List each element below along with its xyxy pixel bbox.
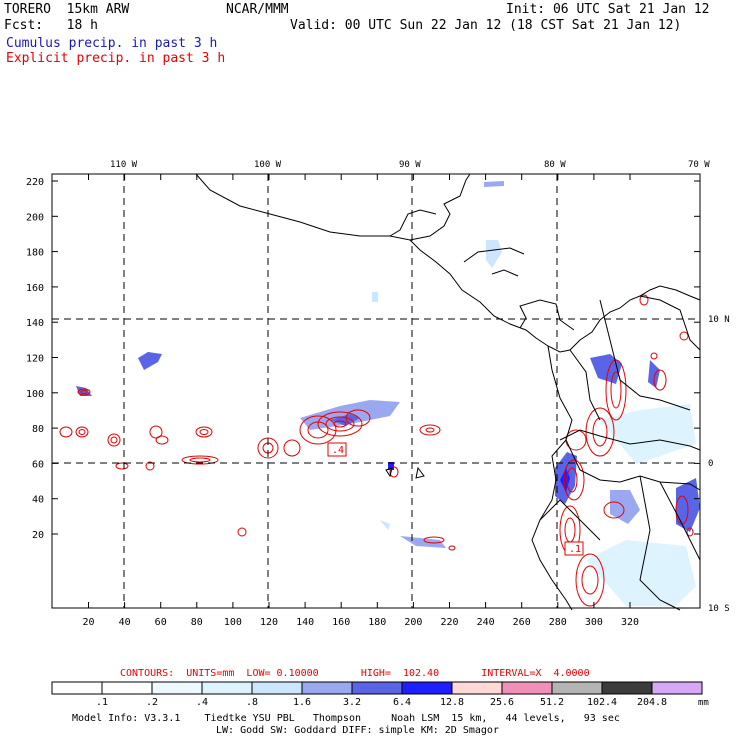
x-tick-label: 220 (440, 617, 458, 628)
y-axis-ticks: 220 200 180 160 140 120 100 80 60 40 20 (26, 177, 700, 541)
x-tick-label: 280 (549, 617, 567, 628)
colorbar-label: .1 (96, 697, 108, 708)
colorbar-label: 204.8 (637, 697, 667, 708)
colorbar-label: 1.6 (293, 697, 311, 708)
lon-label-70w: 70 W (688, 160, 710, 170)
colorbar-swatch (201, 681, 253, 695)
svg-text:.4: .4 (332, 445, 344, 456)
lat-label-10n: 10 N (708, 315, 730, 325)
graticule (52, 174, 700, 608)
y-tick-label: 200 (26, 212, 44, 223)
lat-label-10s: 10 S (708, 604, 730, 614)
field-title-cumulus: Cumulus precip. in past 3 h (6, 36, 218, 51)
colorbar-swatch (501, 681, 553, 695)
init-time: Init: 06 UTC Sat 21 Jan 12 (506, 2, 710, 17)
forecast-hour: Fcst: 18 h (4, 18, 98, 33)
contour-label-0: .4 (327, 442, 347, 457)
colorbar-swatch (401, 681, 453, 695)
lon-label-90w: 90 W (399, 160, 421, 170)
x-tick-label: 60 (155, 617, 167, 628)
colorbar-label: .4 (196, 697, 208, 708)
y-tick-label: 60 (32, 459, 44, 470)
y-tick-label: 100 (26, 389, 44, 400)
svg-text:.1: .1 (569, 544, 581, 555)
map-frame (51, 173, 701, 609)
colorbar: .1 .2 .4 .8 1.6 3.2 6.4 12.8 25.6 51.2 102.4 204.8 (51, 681, 703, 708)
colorbar-label: 12.8 (440, 697, 464, 708)
lon-label-110w: 110 W (110, 160, 138, 170)
contour-info: CONTOURS: UNITS=mm LOW= 0.10000 HIGH= 10… (120, 668, 590, 679)
contour-label-1: .1 (564, 541, 584, 556)
colorbar-unit: mm (698, 698, 709, 708)
valid-time: Valid: 00 UTC Sun 22 Jan 12 (18 CST Sat … (290, 18, 682, 33)
y-tick-label: 220 (26, 177, 44, 188)
center-name: NCAR/MMM (226, 2, 289, 17)
model-info-line1: Model Info: V3.3.1 Tiedtke YSU PBL Thomp… (72, 713, 620, 724)
x-tick-label: 40 (119, 617, 131, 628)
x-tick-label: 320 (621, 617, 639, 628)
x-tick-label: 260 (513, 617, 531, 628)
colorbar-swatch (301, 681, 353, 695)
model-info-line2: LW: Godd SW: Goddard DIFF: simple KM: 2D… (216, 725, 499, 736)
colorbar-label: .8 (246, 697, 258, 708)
colorbar-swatch (651, 681, 703, 695)
colorbar-label: 102.4 (587, 697, 617, 708)
cumulus-precip-shading (76, 181, 700, 606)
colorbar-swatch (551, 681, 603, 695)
x-tick-label: 160 (332, 617, 350, 628)
lon-label-80w: 80 W (544, 160, 566, 170)
x-tick-label: 140 (296, 617, 314, 628)
lon-label-100w: 100 W (254, 160, 282, 170)
colorbar-swatch (601, 681, 653, 695)
colorbar-label: 25.6 (490, 697, 514, 708)
coastlines (195, 173, 701, 611)
colorbar-swatch (251, 681, 303, 695)
field-title-explicit: Explicit precip. in past 3 h (6, 51, 226, 66)
y-tick-label: 40 (32, 495, 44, 506)
y-tick-label: 160 (26, 283, 44, 294)
lat-label-0: 0 (708, 459, 713, 469)
x-axis-ticks: 20 40 60 80 100 120 140 160 180 200 220 240 260 280 30… (82, 174, 639, 628)
colorbar-label: 3.2 (343, 697, 361, 708)
colorbar-swatch (51, 681, 103, 695)
colorbar-swatch (151, 681, 203, 695)
x-tick-label: 20 (82, 617, 94, 628)
colorbar-swatch (351, 681, 403, 695)
colorbar-label: 6.4 (393, 697, 411, 708)
x-tick-label: 300 (585, 617, 603, 628)
colorbar-swatch (101, 681, 153, 695)
y-tick-label: 140 (26, 318, 44, 329)
y-tick-label: 180 (26, 248, 44, 259)
x-tick-label: 120 (260, 617, 278, 628)
x-tick-label: 240 (477, 617, 495, 628)
y-tick-label: 80 (32, 424, 44, 435)
model-title: TORERO 15km ARW (4, 2, 130, 17)
x-tick-label: 80 (191, 617, 203, 628)
y-tick-label: 120 (26, 354, 44, 365)
explicit-precip-contours (59, 294, 694, 607)
y-tick-label: 20 (32, 530, 44, 541)
x-tick-label: 200 (404, 617, 422, 628)
colorbar-swatch (451, 681, 503, 695)
colorbar-label: .2 (146, 697, 158, 708)
x-tick-label: 100 (224, 617, 242, 628)
colorbar-label: 51.2 (540, 697, 564, 708)
x-tick-label: 180 (368, 617, 386, 628)
